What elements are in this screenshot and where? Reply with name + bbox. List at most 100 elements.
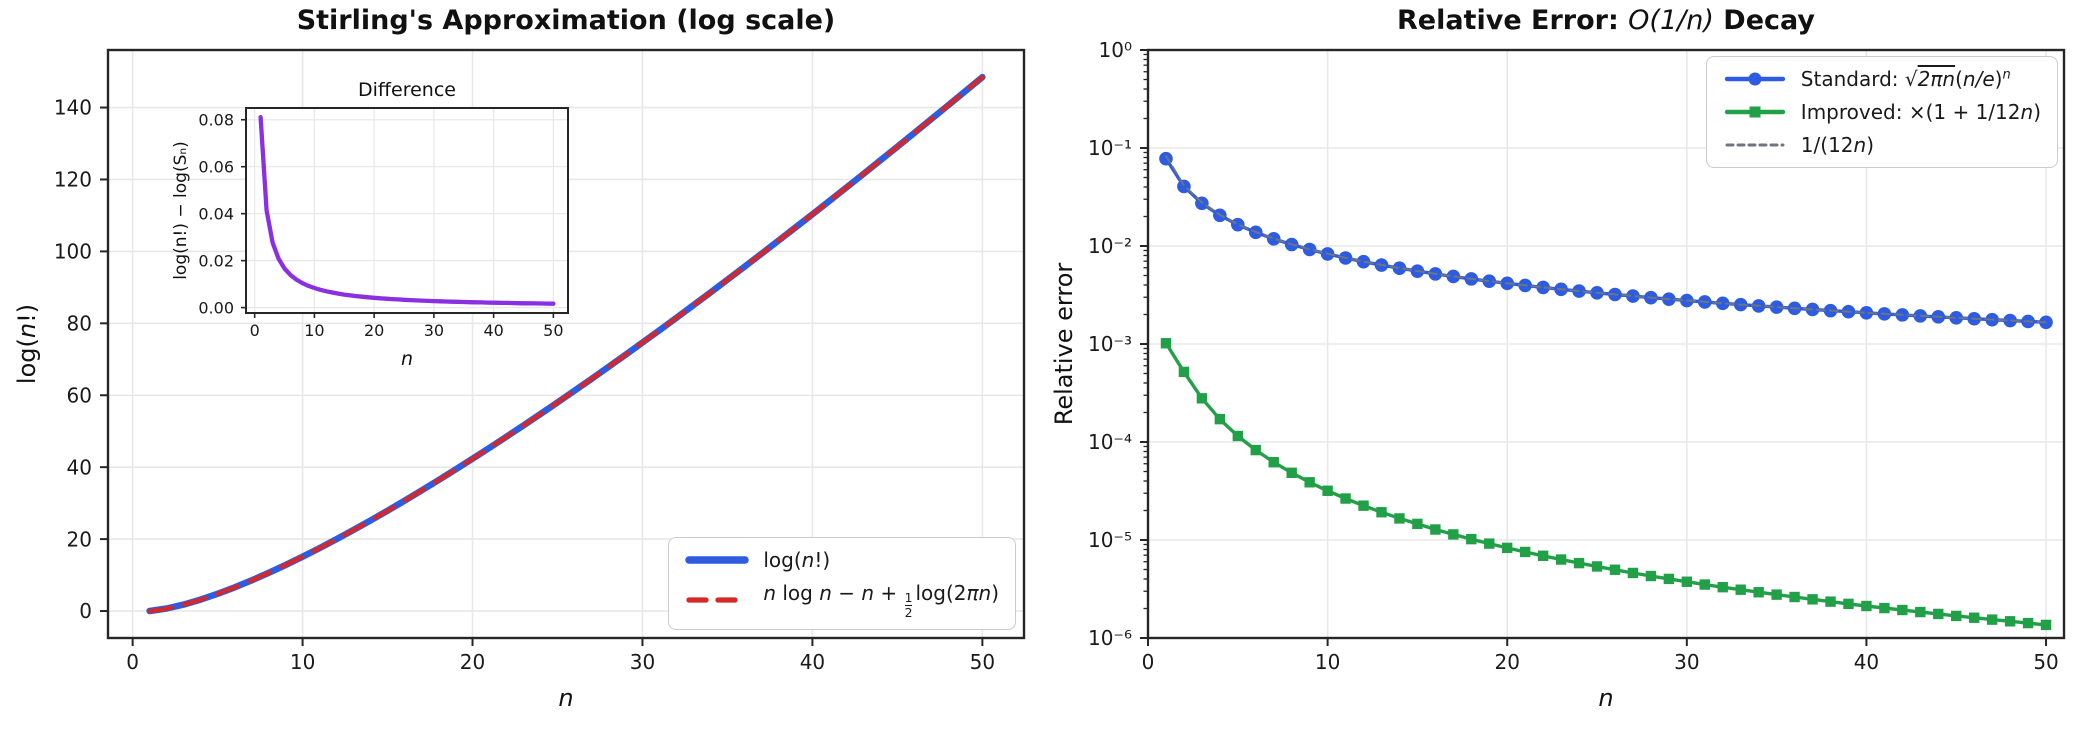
x-tick-label: 20 — [460, 650, 485, 674]
square-marker — [1609, 564, 1621, 575]
square-marker — [1358, 500, 1369, 511]
legend-swatch-dashed-red-line — [685, 589, 749, 611]
y-tick-label: 0.06 — [198, 157, 234, 176]
legend-label: 1/(12n) — [1800, 133, 1875, 157]
legend-swatch-canvas — [1724, 106, 1785, 118]
left-chart-title: Stirling's Approximation (log scale) — [296, 5, 836, 36]
square-marker — [1681, 576, 1693, 587]
square-marker — [1591, 561, 1603, 572]
square-marker — [1753, 587, 1764, 598]
square-marker — [1645, 570, 1657, 582]
legend-item: 1/(12n) — [1723, 133, 2041, 157]
square-marker — [1807, 594, 1818, 605]
square-marker — [2004, 616, 2016, 627]
square-marker — [1412, 518, 1423, 530]
square-marker — [1484, 538, 1495, 549]
square-marker — [1448, 529, 1459, 540]
circle-marker — [1266, 232, 1281, 246]
legend-swatch-canvas — [686, 597, 748, 603]
square-marker — [1250, 444, 1261, 456]
square-marker — [1951, 610, 1962, 622]
legend-swatch-green-square-line — [1723, 101, 1787, 123]
square-marker — [1735, 584, 1746, 595]
y-tick-label: 100 — [54, 240, 92, 264]
legend-item: n log n − n + 1 2 log(2πn) — [685, 581, 999, 619]
x-tick-label: 50 — [543, 321, 563, 340]
square-marker — [1717, 581, 1728, 593]
circle-marker — [1715, 296, 1730, 311]
square-marker — [1286, 467, 1297, 478]
square-marker — [1879, 602, 1890, 614]
inset-background — [246, 108, 568, 313]
square-marker — [1861, 600, 1872, 612]
legend-item: Improved: ×(1 + 1/12n) — [1723, 100, 2041, 124]
square-marker — [1466, 533, 1477, 545]
x-tick-label: 20 — [364, 321, 384, 340]
y-tick-label: 10⁻¹ — [1088, 136, 1132, 160]
x-tick-label: 10 — [304, 321, 324, 340]
circle-marker — [1626, 289, 1640, 303]
square-marker — [1843, 598, 1854, 610]
legend-swatch-gray-dashed-line — [1723, 134, 1787, 156]
y-tick-label: 140 — [54, 96, 92, 120]
right-x-axis-label: n — [1598, 684, 1614, 712]
right-plot-canvas: 0 10 20 30 40 50 10⁰ 10⁻¹ 10⁻² 10⁻³ 10⁻⁴ 10⁻⁵ 10⁻⁶ — [1088, 38, 2066, 674]
circle-marker — [1769, 300, 1784, 314]
square-marker — [1232, 430, 1244, 442]
right-legend: Standard: √2πn(n/e)n Improved: ×(1 + 1/1… — [1705, 56, 2058, 168]
y-tick-label: 120 — [54, 168, 92, 192]
x-tick-label: 20 — [1494, 650, 1519, 674]
legend-item: Standard: √2πn(n/e)n — [1723, 67, 2041, 91]
legend-swatch-canvas — [685, 556, 750, 565]
circle-marker — [1231, 217, 1245, 232]
square-marker — [1340, 493, 1351, 504]
square-marker — [1915, 606, 1926, 618]
square-marker — [1322, 485, 1333, 496]
legend-square-marker — [1749, 106, 1761, 118]
legend-swatch-blue-circle-line — [1723, 68, 1787, 90]
inset-title: Difference — [358, 79, 456, 101]
x-tick-label: 50 — [970, 650, 995, 674]
legend-label: log(n!) — [763, 548, 831, 573]
circle-marker — [2003, 313, 2017, 328]
square-marker — [1986, 614, 1998, 625]
y-tick-label: 0 — [79, 599, 92, 623]
circle-marker — [1446, 269, 1461, 284]
square-marker — [1771, 589, 1782, 600]
square-marker — [1825, 596, 1836, 607]
y-tick-label: 0.00 — [198, 298, 234, 317]
square-marker — [1789, 591, 1800, 603]
right-chart-title: Relative Error: O(1/n) Decay — [1396, 5, 1816, 36]
circle-marker — [1859, 306, 1874, 320]
x-tick-label: 10 — [290, 650, 315, 674]
square-marker — [1897, 604, 1908, 616]
y-tick-label: 10⁻⁴ — [1088, 430, 1132, 454]
square-marker — [1573, 557, 1585, 569]
x-tick-label: 40 — [1854, 650, 1879, 674]
y-tick-label: 0.08 — [198, 111, 234, 130]
square-marker — [1268, 457, 1279, 468]
legend-item: log(n!) — [685, 548, 999, 572]
square-marker — [1196, 393, 1208, 404]
y-tick-label: 0.02 — [198, 251, 234, 270]
square-marker — [1502, 542, 1513, 554]
y-tick-label: 80 — [67, 312, 92, 336]
square-marker — [2022, 617, 2034, 629]
circle-marker — [1356, 254, 1371, 269]
left-x-axis-label: n — [558, 684, 574, 712]
square-marker — [1160, 338, 1172, 349]
square-marker — [1537, 550, 1549, 561]
y-tick-label: 10⁰ — [1099, 38, 1132, 62]
y-tick-label: 40 — [67, 455, 92, 479]
x-tick-label: 40 — [800, 650, 825, 674]
legend-circle-marker — [1748, 72, 1762, 86]
legend-label: n log n − n + 1 2 log(2πn) — [763, 581, 999, 620]
legend-swatch-canvas — [1724, 72, 1785, 86]
x-tick-label: 0 — [126, 650, 139, 674]
square-marker — [1968, 612, 1980, 623]
legend-swatch-solid-blue-line — [685, 549, 750, 571]
square-marker — [1699, 579, 1710, 590]
series-line-1 — [147, 74, 985, 614]
square-marker — [1178, 366, 1190, 378]
